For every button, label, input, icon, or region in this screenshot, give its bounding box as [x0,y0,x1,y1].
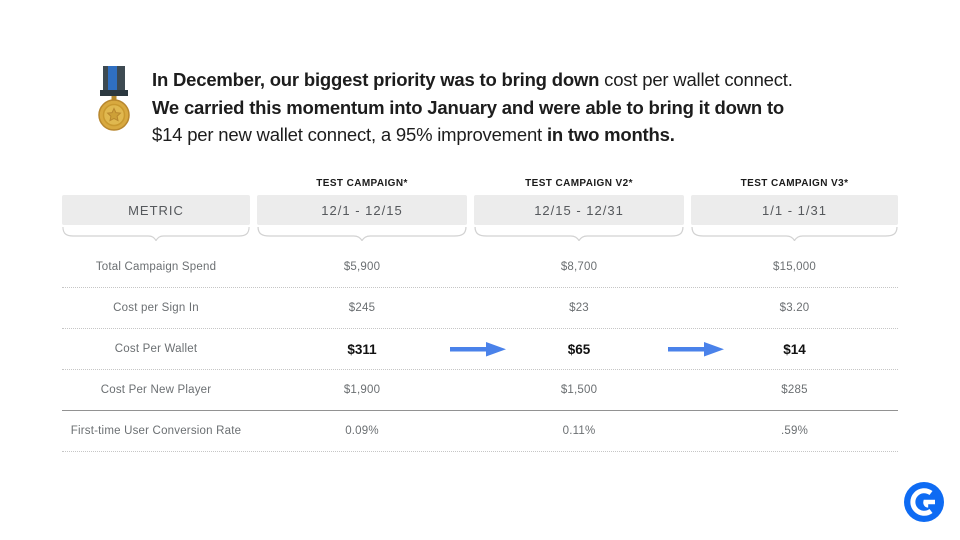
underbrace-icon [62,227,250,241]
value-cell: $311 [347,341,377,357]
table-row-highlighted: Cost Per Wallet $311 $65 $14 [62,329,898,370]
campaign-comparison-table: TEST CAMPAIGN* TEST CAMPAIGN V2* TEST CA… [62,178,898,452]
metric-label: Total Campaign Spend [95,261,217,273]
chip-date-range-2: 12/15 - 12/31 [474,195,684,225]
value-cell: $15,000 [773,261,816,273]
table-rows: Total Campaign Spend $5,900 $8,700 $15,0… [62,247,898,452]
value-cell: $8,700 [560,261,598,273]
column-titles-row: TEST CAMPAIGN* TEST CAMPAIGN V2* TEST CA… [62,178,898,195]
value-cell: .59% [780,425,808,437]
value-cell: $14 [783,341,806,357]
metric-label: Cost Per Wallet [114,343,198,355]
headline-line1-regular: cost per wallet connect. [599,69,793,90]
arrow-right-icon [668,341,724,357]
value-cell: $5,900 [343,261,381,273]
column-title-metric [62,178,250,195]
metric-label: Cost per Sign In [113,302,199,314]
value-cell: 0.11% [562,425,596,437]
underbrace-icon [691,227,898,241]
column-title-test-campaign: TEST CAMPAIGN* [316,178,408,189]
headline-line1-bold: In December, our biggest priority was to… [152,69,600,90]
value-cell: $1,900 [343,384,381,396]
headline-line-1: In December, our biggest priority was to… [152,66,793,94]
chip-metric: METRIC [62,195,250,225]
column-subtitle-chips: METRIC 12/1 - 12/15 12/15 - 12/31 1/1 - … [62,195,898,225]
column-title-test-campaign-v2: TEST CAMPAIGN V2* [525,178,633,189]
headline-line-2: We carried this momentum into January an… [152,96,785,118]
table-row: Cost per Sign In $245 $23 $3.20 [62,288,898,329]
chip-date-range-1: 12/1 - 12/15 [257,195,467,225]
value-cell: $285 [781,384,808,396]
underbrace-icon [257,227,467,241]
value-cell: $65 [567,341,591,357]
value-cell: $23 [569,302,589,314]
chip-date-range-3: 1/1 - 1/31 [691,195,898,225]
arrow-right-icon [450,341,506,357]
headline: In December, our biggest priority was to… [152,66,793,149]
medal-icon [94,64,134,132]
value-cell: $1,500 [560,384,598,396]
table-row: Total Campaign Spend $5,900 $8,700 $15,0… [62,247,898,288]
metric-label: Cost Per New Player [100,384,212,396]
value-cell: $3.20 [779,302,810,314]
value-cell: $245 [348,302,376,314]
brand-logo [904,482,944,522]
headline-line3-bold: in two months. [546,124,675,145]
column-braces [62,227,898,241]
value-cell: 0.09% [345,425,379,437]
table-row: First-time User Conversion Rate 0.09% 0.… [62,411,898,452]
headline-line-3: $14 per new wallet connect, a 95% improv… [152,121,793,149]
column-title-test-campaign-v3: TEST CAMPAIGN V3* [740,178,849,189]
headline-line3-regular: $14 per new wallet connect, a 95% improv… [152,124,547,145]
table-row: Cost Per New Player $1,900 $1,500 $285 [62,370,898,411]
metric-label: First-time User Conversion Rate [70,425,242,437]
underbrace-icon [474,227,684,241]
